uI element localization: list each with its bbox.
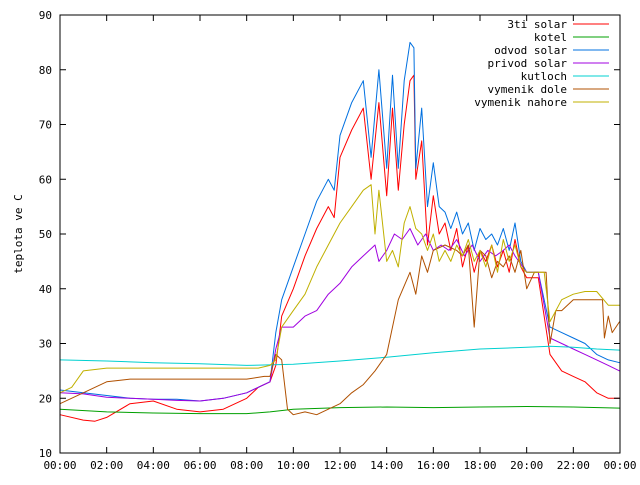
series-line-vymenik-nahore (59, 184, 620, 394)
y-tick-label: 20 (39, 392, 52, 405)
y-tick-label: 90 (39, 9, 52, 22)
x-tick-label: 06:00 (183, 459, 216, 472)
series-line-vymenik-dole (59, 244, 621, 416)
x-tick-label: 00:00 (43, 459, 76, 472)
y-tick-label: 50 (39, 228, 52, 241)
x-tick-label: 08:00 (230, 459, 263, 472)
y-tick-label: 30 (39, 338, 52, 351)
legend-label: kotel (534, 31, 567, 44)
series-line-kutloch (59, 345, 620, 366)
legend-label: vymenik dole (488, 83, 567, 96)
ticks-layer (59, 14, 621, 454)
x-tick-label: 10:00 (277, 459, 310, 472)
y-tick-label: 60 (39, 173, 52, 186)
y-tick-label: 80 (39, 64, 52, 77)
x-tick-label: 12:00 (323, 459, 356, 472)
series-line-3ti-solar (59, 74, 620, 422)
x-tick-label: 14:00 (370, 459, 403, 472)
y-axis-label: teplota ve C (12, 194, 25, 273)
x-tick-label: 04:00 (137, 459, 170, 472)
y-tick-labels: 10 20 30 40 50 60 70 80 90 (39, 9, 52, 460)
x-tick-label: 16:00 (417, 459, 450, 472)
series-layer (59, 41, 621, 422)
legend-label: privod solar (488, 57, 568, 70)
series-line-kotel (59, 406, 620, 415)
x-tick-label: 20:00 (510, 459, 543, 472)
legend-label: odvod solar (494, 44, 567, 57)
y-tick-label: 70 (39, 119, 52, 132)
legend-label: kutloch (521, 70, 567, 83)
x-tick-label: 00:00 (603, 459, 636, 472)
x-tick-labels: 00:00 02:00 04:00 06:00 08:00 10:00 12:00 14:00… (43, 459, 636, 472)
series-line-privod-solar (59, 228, 620, 402)
x-tick-label: 22:00 (557, 459, 590, 472)
x-tick-label: 18:00 (463, 459, 496, 472)
legend-label: vymenik nahore (474, 96, 567, 109)
legend-label: 3ti solar (507, 18, 567, 31)
y-tick-label: 40 (39, 283, 52, 296)
y-tick-label: 10 (39, 447, 52, 460)
x-tick-label: 02:00 (90, 459, 123, 472)
